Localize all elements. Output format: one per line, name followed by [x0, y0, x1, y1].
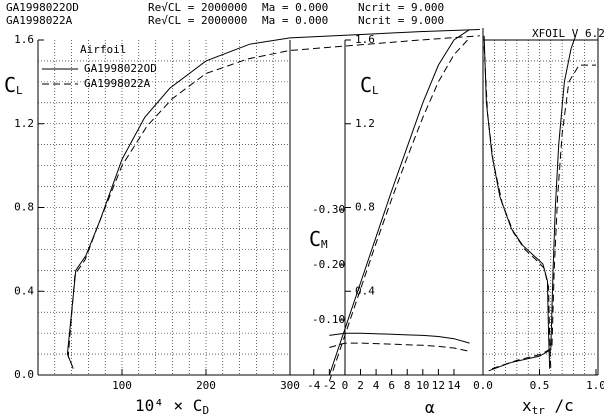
x-tick-label: 8 — [404, 379, 411, 392]
x-tick-label: 14 — [447, 379, 461, 392]
y-tick-label: 0.8 — [355, 201, 375, 214]
legend-label: GA1998022OD — [84, 62, 157, 75]
axis-label: CM — [309, 227, 328, 252]
series-line — [491, 64, 596, 370]
y2-tick-label: -0.10 — [312, 313, 345, 326]
y-tick-label: 0.4 — [355, 284, 375, 297]
x-tick-label: 10 — [416, 379, 429, 392]
axis-label: xtr /c — [522, 396, 574, 416]
x-tick-label: 12 — [432, 379, 445, 392]
x-tick-label: 100 — [112, 379, 132, 392]
axis-label-sub: D — [202, 404, 209, 416]
axis-label-sub: M — [321, 238, 328, 251]
x-tick-label: -4 — [307, 379, 321, 392]
axis-label-sub: tr — [532, 404, 546, 416]
x-tick-label: 2 — [357, 379, 364, 392]
y2-tick-label: -0.20 — [312, 258, 345, 271]
header-ma: Ma = 0.000 — [262, 14, 328, 27]
x-tick-label: 0 — [342, 379, 349, 392]
axis-label: α — [425, 398, 435, 416]
x-tick-label: 300 — [280, 379, 300, 392]
axis-label-tail: /c — [545, 396, 574, 415]
x-tick-label: -2 — [323, 379, 336, 392]
series-line — [329, 332, 470, 344]
y-tick-label: 0.0 — [14, 368, 34, 381]
legend-label: GA1998022A — [84, 77, 151, 90]
series-line — [328, 37, 470, 382]
series-line — [66, 29, 480, 367]
series-line — [328, 29, 470, 376]
axis-label-sub: L — [372, 84, 379, 97]
x-tick-label: 0.5 — [530, 379, 550, 392]
x-tick-label: 200 — [196, 379, 216, 392]
x-tick-label: 4 — [373, 379, 380, 392]
axis-label-main: C — [309, 227, 321, 251]
header-ncrit: Ncrit = 9.000 — [358, 14, 444, 27]
y-tick-label: 1.2 — [355, 117, 375, 130]
y2-tick-label: -0.30 — [312, 203, 345, 216]
axis-label-main: α — [425, 398, 435, 416]
header-ma: Ma = 0.000 — [262, 1, 328, 14]
axis-label-main: x — [522, 396, 532, 415]
header-name: GA1998022OD — [6, 1, 79, 14]
y-tick-label: 1.6 — [355, 33, 375, 46]
axis-label-main: C — [360, 73, 372, 97]
x-tick-label: 6 — [388, 379, 395, 392]
header-re: Re√CL = 2000000 — [148, 1, 247, 14]
y-tick-label: 1.6 — [14, 33, 34, 46]
header-ncrit: Ncrit = 9.000 — [358, 1, 444, 14]
x-tick-label: 0.0 — [473, 379, 493, 392]
header-name: GA1998022A — [6, 14, 73, 27]
version: XFOIL V 6.2 — [532, 27, 604, 40]
axis-label: 10⁴ × CD — [135, 396, 209, 416]
axis-label: CL — [360, 73, 379, 98]
series-line — [329, 342, 470, 352]
axis-label-main: 10⁴ × C — [135, 396, 202, 415]
y-tick-label: 1.2 — [14, 117, 34, 130]
x-tick-label: 1.0 — [586, 379, 604, 392]
y-tick-label: 0.8 — [14, 201, 34, 214]
series-line — [483, 46, 552, 371]
header-re: Re√CL = 2000000 — [148, 14, 247, 27]
legend-title: Airfoil — [80, 43, 126, 56]
series-line — [488, 35, 577, 372]
y-tick-label: 0.4 — [14, 284, 34, 297]
axis-label-main: C — [4, 73, 16, 97]
axis-label: CL — [4, 73, 23, 98]
axis-label-sub: L — [16, 84, 23, 97]
